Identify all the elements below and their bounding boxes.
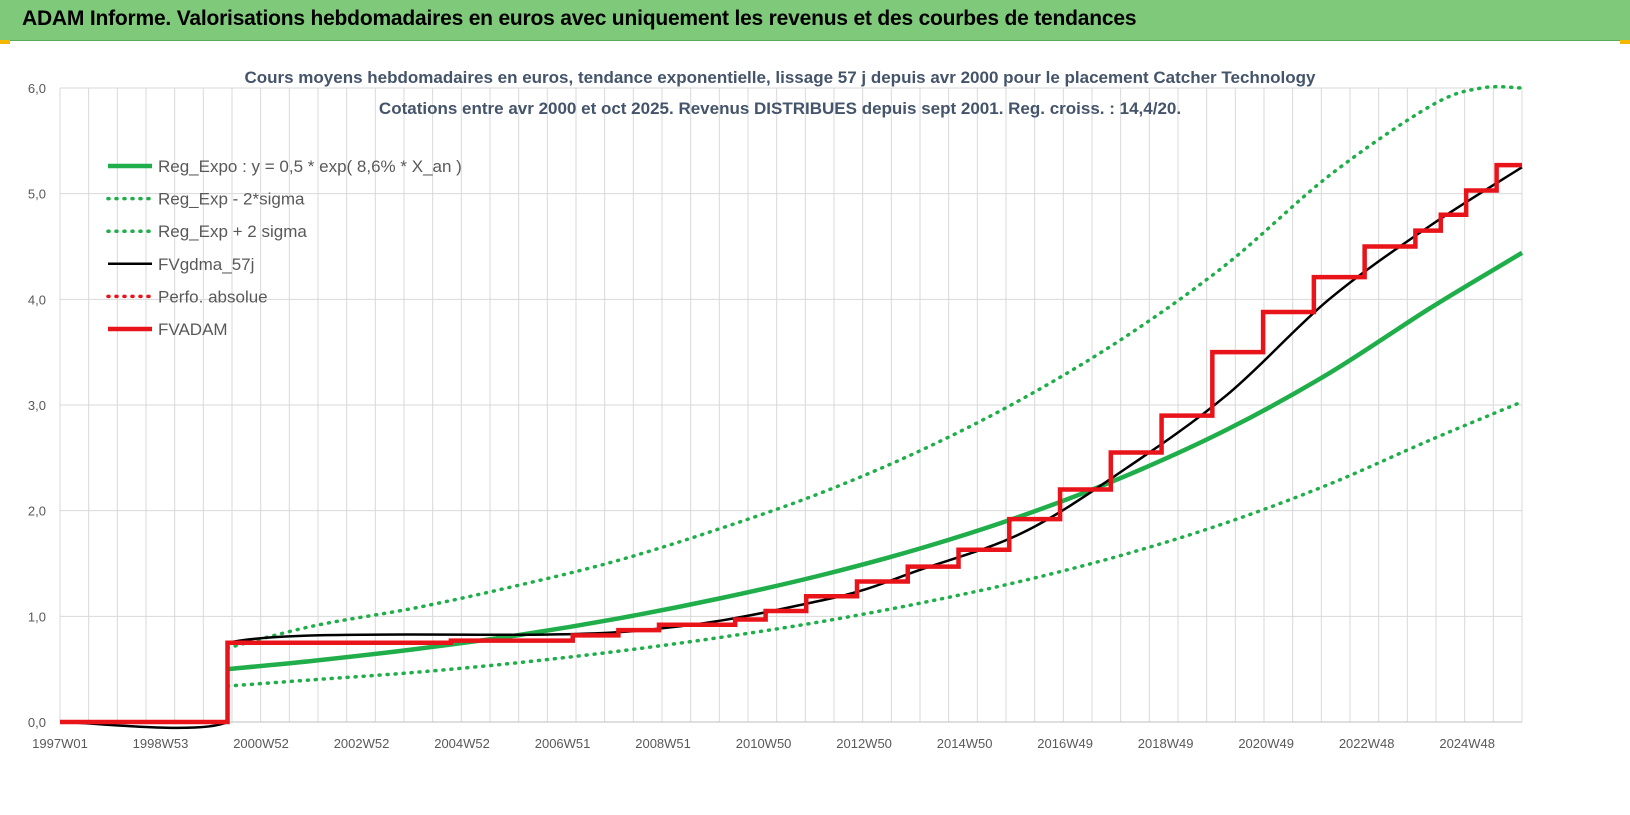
series-line-5 bbox=[60, 162, 1522, 725]
x-tick-label: 2010W50 bbox=[736, 736, 792, 751]
legend-label-5: FVADAM bbox=[158, 320, 228, 339]
series-line-1 bbox=[225, 400, 1524, 688]
x-tick-label: 2006W51 bbox=[535, 736, 591, 751]
x-tick-label: 2016W49 bbox=[1037, 736, 1093, 751]
corner-mark-left bbox=[0, 40, 10, 44]
y-tick-label: 3,0 bbox=[28, 398, 46, 413]
page-title: ADAM Informe. Valorisations hebdomadaire… bbox=[22, 7, 1137, 30]
corner-mark-right bbox=[1620, 40, 1630, 44]
x-tick-label: 2012W50 bbox=[836, 736, 892, 751]
legend-label-3: FVgdma_57j bbox=[158, 255, 254, 274]
axes: 0,0 1,0 2,0 3,0 4,0 5,0 6,0 1997W01 1998W53 2000W… bbox=[28, 81, 1522, 751]
chart-svg: 0,0 1,0 2,0 3,0 4,0 5,0 6,0 1997W01 1998W53 2000W… bbox=[28, 68, 1524, 751]
x-tick-label: 2022W48 bbox=[1339, 736, 1395, 751]
y-tick-label: 5,0 bbox=[28, 187, 46, 202]
x-tick-label: 2024W48 bbox=[1439, 736, 1495, 751]
x-tick-label: 2020W49 bbox=[1238, 736, 1294, 751]
chart-subtitle: Cotations entre avr 2000 et oct 2025. Re… bbox=[379, 99, 1181, 118]
x-tick-label: 2004W52 bbox=[434, 736, 490, 751]
header-bar: ADAM Informe. Valorisations hebdomadaire… bbox=[0, 0, 1630, 41]
series-group bbox=[59, 84, 1524, 730]
series-line-3 bbox=[59, 166, 1523, 730]
legend-label-1: Reg_Exp - 2*sigma bbox=[158, 190, 305, 209]
x-tick-label: 2008W51 bbox=[635, 736, 691, 751]
x-tick-label: 2002W52 bbox=[334, 736, 390, 751]
legend-label-0: Reg_Expo : y = 0,5 * exp( 8,6% * X_an ) bbox=[158, 157, 462, 176]
y-tick-label: 4,0 bbox=[28, 292, 46, 307]
grid bbox=[59, 87, 1523, 723]
y-tick-label: 0,0 bbox=[28, 715, 46, 730]
chart-title: Cours moyens hebdomadaires en euros, ten… bbox=[244, 68, 1316, 87]
x-tick-label: 1997W01 bbox=[32, 736, 88, 751]
y-tick-label: 6,0 bbox=[28, 81, 46, 96]
x-tick-label: 1998W53 bbox=[133, 736, 189, 751]
x-tick-label: 2014W50 bbox=[937, 736, 993, 751]
y-tick-label: 1,0 bbox=[28, 609, 46, 624]
x-tick-label: 2018W49 bbox=[1138, 736, 1194, 751]
legend-label-4: Perfo. absolue bbox=[158, 287, 268, 306]
y-tick-label: 2,0 bbox=[28, 504, 46, 519]
legend-label-2: Reg_Exp + 2 sigma bbox=[158, 222, 307, 241]
legend: Reg_Expo : y = 0,5 * exp( 8,6% * X_an ) R… bbox=[106, 157, 462, 339]
x-tick-label: 2000W52 bbox=[233, 736, 289, 751]
series-line-0 bbox=[227, 250, 1524, 672]
